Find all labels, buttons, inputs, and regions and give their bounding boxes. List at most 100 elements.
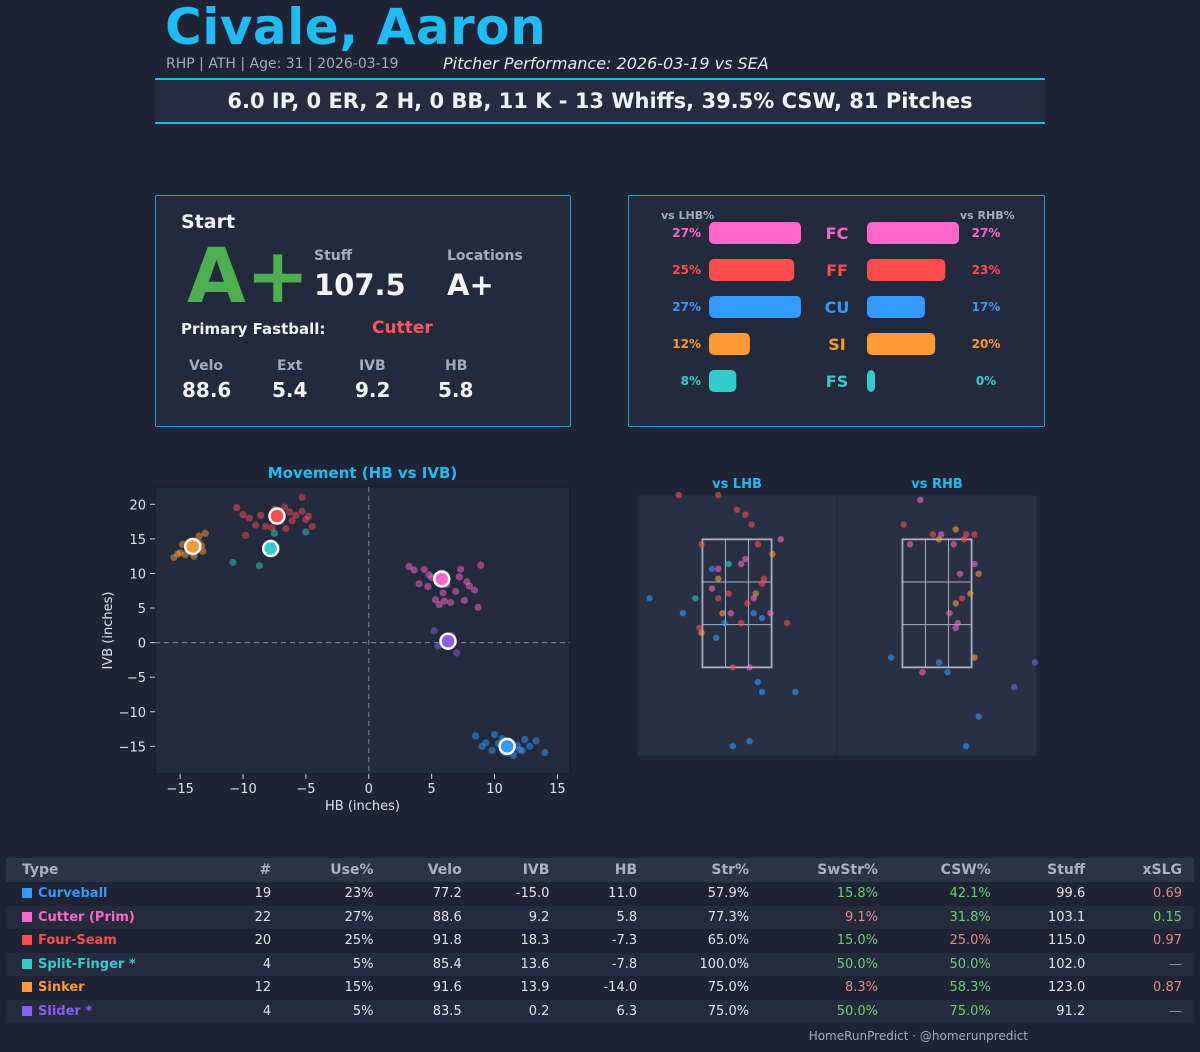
performance-title: Pitcher Performance: 2026-03-19 vs SEA [443, 54, 769, 73]
location-point-sinker [935, 536, 943, 543]
location-point-cutter-prim [937, 531, 945, 538]
location-point-curveball [758, 614, 766, 622]
lhb-pct-cu: 27% [672, 300, 701, 314]
col-header-swstrpct: SwStr% [761, 858, 891, 882]
pitch-point-split-finger [255, 562, 263, 570]
location-point-four-seam [900, 521, 907, 528]
lhb-bar-fc [709, 222, 801, 244]
location-point-four-seam [715, 595, 722, 602]
pitch-point-cutter-prim [463, 578, 471, 586]
rhb-bar-cu [867, 296, 925, 318]
pitch-point-curveball [532, 737, 540, 745]
location-point-four-seam [760, 575, 768, 582]
avg-marker-curveball [498, 737, 516, 756]
location-point-curveball [754, 678, 762, 686]
location-point-cutter-prim [742, 555, 749, 563]
table-cell: 57.9% [649, 882, 762, 906]
table-cell: 123.0 [1002, 976, 1098, 1000]
pitch-color-swatch [22, 982, 32, 993]
location-point-sinker [769, 550, 776, 558]
avg-marker-cutter-prim [432, 570, 451, 588]
table-cell: 5% [283, 999, 386, 1023]
table-cell: 22 [221, 905, 284, 929]
table-cell: -15.0 [473, 882, 562, 906]
table-cell: 13.9 [473, 976, 562, 1000]
table-cell: -7.8 [561, 952, 650, 976]
pitch-color-swatch [22, 911, 32, 922]
pitch-point-slider [434, 642, 442, 650]
table-cell: 19 [221, 882, 284, 906]
y-tick-label: 15 [129, 533, 146, 548]
pitch-type-cell: Slider * [6, 999, 222, 1023]
y-tick-label: −5 [127, 671, 146, 686]
usage-card: vs LHB% vs RHB% 27% FC 27% 25% FF 23% 27% CU 17%… [628, 195, 1045, 427]
table-cell: 75.0% [890, 999, 1003, 1023]
stuff-value: 107.5 [314, 268, 406, 302]
table-cell: -7.3 [561, 929, 650, 953]
location-point-split-finger [692, 595, 699, 602]
pitch-type-name: Split-Finger * [38, 956, 136, 972]
location-point-four-seam [744, 600, 751, 607]
table-cell: 75.0% [649, 976, 762, 1000]
pitch-point-four-seam [298, 493, 306, 501]
location-point-cutter-prim [954, 619, 962, 627]
location-point-sinker [952, 600, 959, 607]
table-cell: 50.0% [890, 952, 1003, 976]
location-point-four-seam [962, 531, 970, 538]
x-tick-label: −10 [229, 782, 256, 797]
table-cell: 100.0% [649, 952, 762, 976]
lhb-pct-ff: 25% [672, 263, 701, 277]
table-cell: 15.0% [761, 929, 891, 953]
pitch-point-curveball [488, 746, 496, 755]
table-cell: 65.0% [649, 929, 762, 953]
rhb-pct-fs: 0% [976, 374, 996, 388]
table-cell: 20 [221, 929, 284, 953]
location-point-curveball [646, 595, 653, 602]
y-tick-label: 5 [138, 602, 146, 617]
pitch-point-four-seam [292, 511, 300, 519]
location-point-curveball [887, 654, 895, 661]
location-point-four-seam [696, 624, 703, 632]
pitch-point-four-seam [252, 521, 260, 529]
footer-credit: HomeRunPredict · @homerunpredict [808, 1029, 1028, 1043]
table-cell: 103.1 [1002, 905, 1098, 929]
location-point-four-seam [675, 491, 682, 499]
table-row: Split-Finger * 4 5% 85.4 13.6 -7.8 100.0% 50.0%… [6, 952, 1194, 976]
location-point-cutter-prim [727, 609, 734, 617]
pitch-point-sinker [174, 550, 182, 558]
table-cell: 9.2 [473, 905, 562, 929]
y-tick-label: 20 [129, 498, 146, 513]
vs-lhb-title: vs LHB% [661, 209, 714, 222]
table-cell: 91.8 [385, 929, 474, 953]
pitch-point-split-finger [302, 528, 310, 536]
location-point-curveball [750, 609, 757, 617]
table-cell: 27% [283, 905, 386, 929]
pitch-point-curveball [516, 746, 524, 754]
table-cell: 15% [283, 976, 386, 1000]
pitch-color-swatch [22, 935, 32, 946]
pitch-point-sinker [201, 529, 209, 537]
location-panel-rhb [836, 494, 1038, 757]
location-point-four-seam [783, 619, 791, 627]
pitch-point-slider [453, 649, 461, 657]
table-cell: 8.3% [761, 976, 891, 1000]
location-point-curveball [721, 619, 728, 627]
table-cell: 9.1% [761, 905, 891, 929]
lhb-pct-si: 12% [672, 337, 701, 351]
table-row: Curveball 19 23% 77.2 -15.0 11.0 57.9% 15.8% 42.… [6, 882, 1194, 906]
location-point-sinker [952, 526, 959, 533]
hb-value: 5.8 [438, 378, 474, 402]
location-point-cutter-prim [737, 560, 745, 568]
movement-chart: Movement (HB vs IVB) −15 −10 −5 0 5 10 15 20 15 10… [101, 464, 571, 814]
location-point-sinker [698, 629, 705, 637]
table-cell: 75.0% [649, 999, 762, 1023]
rhb-pct-si: 20% [972, 337, 1001, 351]
col-header-usepct: Use% [283, 858, 386, 882]
table-cell: 115.0 [1002, 929, 1098, 953]
location-point-curveball [708, 565, 716, 573]
location-point-curveball [746, 738, 753, 745]
col-header-type: Type [6, 858, 222, 882]
pitch-code-si: SI [828, 335, 845, 354]
overall-grade: A+ [187, 231, 310, 320]
col-header-count: # [221, 858, 284, 882]
